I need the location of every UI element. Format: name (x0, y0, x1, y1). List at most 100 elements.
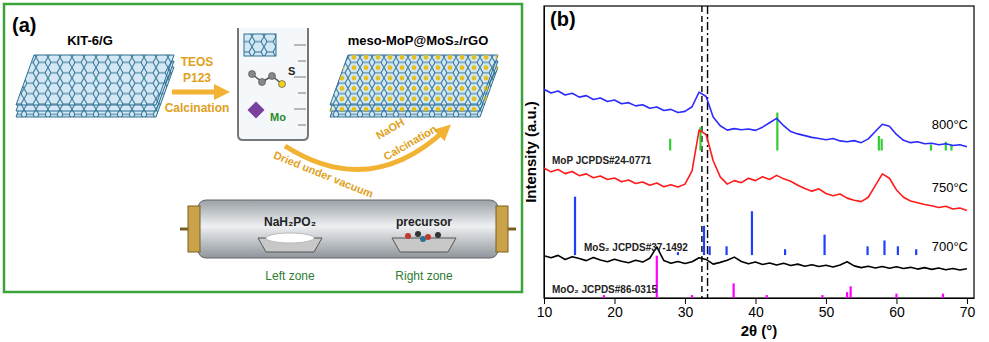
reagent-label: P123 (183, 71, 211, 85)
beaker-graduation (294, 77, 306, 78)
reference-stick (895, 294, 897, 298)
particle (415, 231, 421, 237)
molecule-bond (252, 74, 282, 84)
step-label: Dried under vacuum (272, 149, 375, 200)
x-tick-label: 70 (960, 304, 976, 320)
y-axis-line (544, 7, 545, 299)
x-tick: 50 (819, 298, 835, 320)
series-label: 750°C (932, 180, 968, 195)
panel-b: 10 20 30 40 50 60 70 MoP JCPDS#24-0771 MoS₂ JCPD… (522, 6, 975, 339)
sheet-dots (330, 55, 498, 105)
element-label: S (288, 65, 295, 77)
reference-stick (784, 249, 786, 255)
y-axis (544, 7, 545, 299)
series-line (544, 89, 967, 147)
tube-cap (188, 206, 200, 252)
reference-stick (669, 139, 671, 151)
reference-stick (883, 240, 885, 255)
series-label: 800°C (932, 117, 968, 132)
reference-stick (751, 211, 753, 255)
element-label: Mo (270, 111, 286, 123)
tube-nozzle (180, 228, 188, 231)
reference-label: MoS₂ JCPDS#37-1492 (584, 242, 688, 253)
x-tick: 70 (960, 298, 976, 320)
reference-stick (574, 197, 576, 255)
reference-stick (942, 294, 944, 298)
reference-line (701, 6, 702, 298)
atom (259, 79, 266, 86)
beaker-graduation (298, 61, 306, 62)
reference-stick (881, 139, 883, 151)
reference-label: MoP JCPDS#24-0771 (552, 155, 652, 166)
reference-stick (846, 292, 848, 298)
particle (435, 232, 441, 238)
beaker-graduation (294, 45, 306, 46)
series-label: 700°C (932, 239, 968, 254)
reference-line (707, 6, 708, 298)
reference-stick (823, 235, 825, 255)
x-tick: 40 (748, 298, 764, 320)
beaker (238, 28, 308, 140)
x-tick-label: 20 (607, 304, 623, 320)
panel-label: (a) (12, 14, 36, 36)
panel-a: (a) KIT-6/G TEOS P123 Calcination S Mo meso-MoP… (4, 4, 522, 292)
start-material-label: KIT-6/G (67, 33, 113, 48)
x-tick: 20 (607, 298, 623, 320)
step-label: NaOH (374, 116, 407, 142)
zone-label: Left zone (265, 269, 315, 283)
reference-stick (930, 145, 932, 151)
plot-frame (544, 6, 974, 298)
reference-stick (878, 136, 880, 151)
arrow (172, 90, 222, 95)
atom (249, 71, 256, 78)
sheet-layer (16, 55, 174, 105)
reference-stick (897, 246, 899, 255)
x-tick: 30 (678, 298, 694, 320)
reference-stick (821, 295, 823, 298)
reference-stick (691, 295, 693, 298)
tube-cap (496, 206, 508, 252)
atom (269, 73, 276, 80)
figure-svg: (a) KIT-6/G TEOS P123 Calcination S Mo meso-MoP… (0, 0, 989, 342)
reagent-label: TEOS (181, 55, 214, 69)
atom (279, 81, 286, 88)
x-tick-label: 40 (748, 304, 764, 320)
particle (405, 233, 411, 239)
reference-stick (725, 246, 727, 255)
x-tick-label: 50 (819, 304, 835, 320)
reference-stick (766, 295, 768, 298)
x-axis-title: 2θ (°) (741, 322, 778, 339)
reference-stick (866, 246, 868, 255)
x-tick-label: 30 (678, 304, 694, 320)
figure: (a) KIT-6/G TEOS P123 Calcination S Mo meso-MoP… (0, 0, 989, 342)
x-tick: 10 (537, 298, 553, 320)
plot-area (544, 6, 967, 298)
x-axis: 10 20 30 40 50 60 70 (537, 298, 976, 320)
panel-a-frame (4, 4, 522, 292)
boat-label: precursor (396, 215, 452, 229)
reference-stick (703, 226, 705, 255)
series-line (544, 130, 967, 210)
beaker-graduation (298, 93, 306, 94)
x-tick-label: 60 (889, 304, 905, 320)
reference-stick (709, 246, 711, 255)
particle (420, 236, 426, 242)
x-axis-line (545, 298, 975, 299)
product-label: meso-MoP@MoS₂/rGO (348, 33, 489, 48)
step-label: Calcination (165, 101, 230, 115)
x-tick-label: 10 (537, 304, 553, 320)
reference-label: MoO₂ JCPDS#86-0315 (552, 284, 657, 295)
panel-label: (b) (550, 8, 576, 30)
reference-stick (733, 283, 735, 298)
sheet-layer (330, 55, 498, 105)
zone-label: Right zone (395, 269, 453, 283)
beaker-graduation (294, 109, 306, 110)
reference-stick (850, 286, 852, 298)
beaker-graduation (298, 125, 306, 126)
reference-stick (603, 295, 605, 298)
mo-source (248, 102, 265, 119)
x-tick: 60 (889, 298, 905, 320)
boat-label: NaH₂PO₂ (264, 215, 316, 229)
step-label: Calcination (381, 122, 439, 162)
y-axis-title: Intensity (a.u.) (522, 101, 539, 203)
